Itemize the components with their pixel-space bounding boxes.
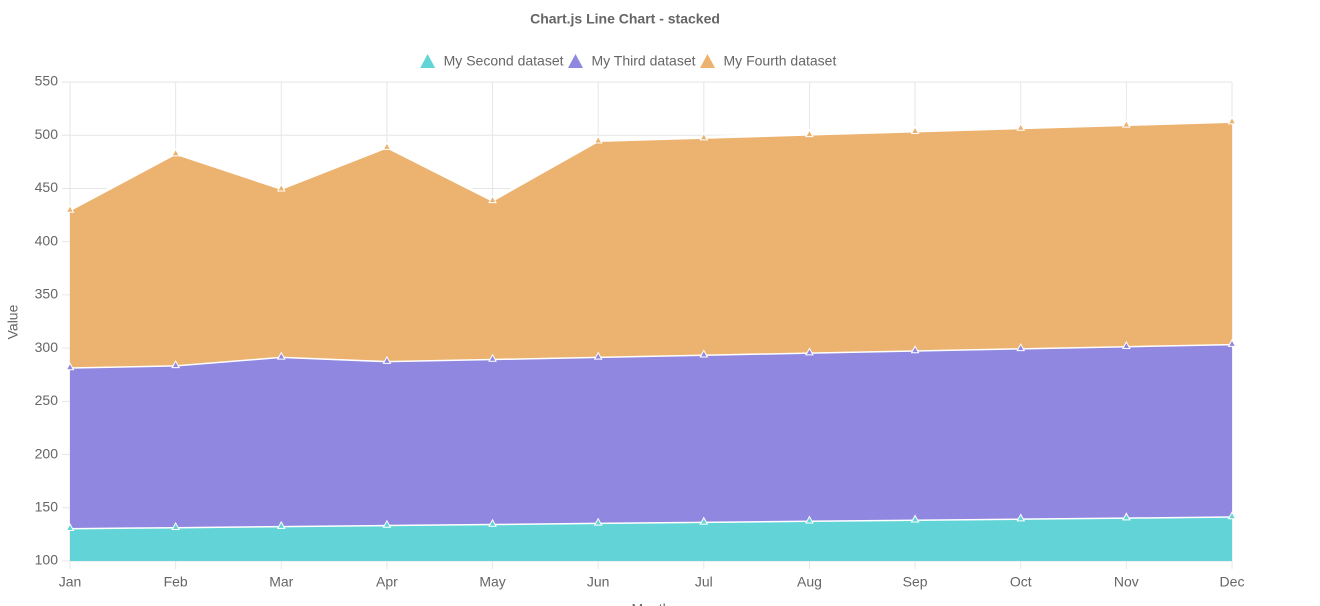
x-tick-label: Oct <box>1010 574 1032 590</box>
data-point <box>1227 338 1237 347</box>
x-tick-label: Aug <box>797 574 822 590</box>
data-point <box>1122 119 1131 128</box>
data-point <box>488 518 497 527</box>
data-point <box>65 362 75 371</box>
data-point <box>276 520 286 529</box>
data-point <box>382 141 392 150</box>
data-point <box>593 135 603 144</box>
data-point <box>1016 513 1026 522</box>
data-point <box>805 347 814 356</box>
x-tick-label: Jul <box>695 574 713 590</box>
x-tick-label: Sep <box>903 574 928 590</box>
data-point <box>1016 122 1026 131</box>
data-point <box>593 351 603 360</box>
x-tick-label: Apr <box>376 574 398 590</box>
data-point <box>276 351 286 360</box>
data-point <box>171 148 180 157</box>
y-tick-label: 150 <box>35 498 59 514</box>
x-axis-label: Month <box>632 601 671 606</box>
legend-marker <box>568 54 584 68</box>
y-axis-label: Value <box>5 304 21 339</box>
y-tick-label: 100 <box>35 552 59 568</box>
legend-label: My Second dataset <box>444 53 564 69</box>
chart-title: Chart.js Line Chart - stacked <box>530 11 720 27</box>
x-tick-label: Jun <box>587 574 610 590</box>
data-point <box>699 132 709 141</box>
legend-marker <box>420 54 436 68</box>
data-point <box>1016 343 1026 352</box>
data-point <box>593 517 603 526</box>
area-fill <box>70 516 1232 561</box>
y-tick-label: 300 <box>35 339 59 355</box>
data-point <box>805 515 814 524</box>
data-point <box>910 514 920 523</box>
legend-marker <box>700 54 716 68</box>
data-point <box>910 345 920 354</box>
data-point <box>171 521 180 530</box>
data-point <box>805 129 814 138</box>
data-point <box>1227 511 1237 520</box>
y-tick-label: 450 <box>35 179 59 195</box>
data-point <box>1122 340 1131 349</box>
data-point <box>910 125 920 134</box>
data-point <box>276 183 286 192</box>
y-tick-label: 550 <box>35 73 59 89</box>
y-tick-label: 350 <box>35 286 59 302</box>
y-tick-label: 500 <box>35 126 59 142</box>
area-line <box>70 119 1232 212</box>
data-point <box>1122 512 1131 521</box>
data-point <box>488 195 497 204</box>
x-tick-label: Dec <box>1220 574 1245 590</box>
data-point <box>65 204 75 213</box>
data-point <box>488 353 497 362</box>
x-tick-label: Mar <box>269 574 293 590</box>
x-tick-label: Nov <box>1114 574 1139 590</box>
y-tick-label: 400 <box>35 232 59 248</box>
area-fill <box>70 343 1232 529</box>
y-tick-label: 250 <box>35 392 59 408</box>
area-fill <box>70 121 1232 368</box>
data-point <box>382 519 392 528</box>
data-point <box>1227 116 1237 125</box>
x-tick-label: Jan <box>59 574 82 590</box>
data-point <box>65 522 75 532</box>
data-point <box>382 355 392 364</box>
data-point <box>171 360 180 369</box>
x-tick-label: Feb <box>164 574 188 590</box>
data-point <box>699 516 709 525</box>
data-point <box>699 349 709 358</box>
legend-label: My Fourth dataset <box>724 53 837 69</box>
y-tick-label: 200 <box>35 445 59 461</box>
x-tick-label: May <box>479 574 505 590</box>
legend-label: My Third dataset <box>592 53 696 69</box>
